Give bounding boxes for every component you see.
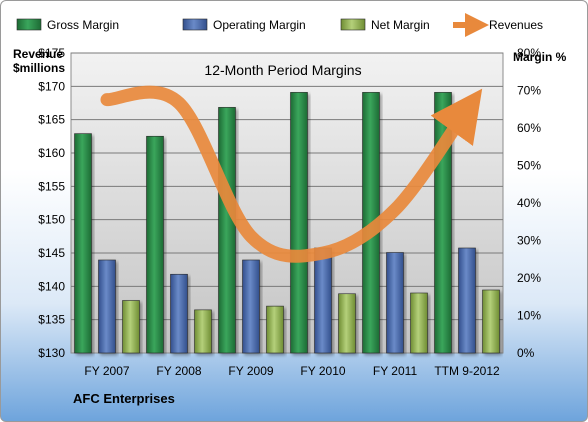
left-tick-label: $170 — [38, 79, 65, 93]
right-tick-label: 60% — [517, 121, 541, 135]
bars — [74, 92, 500, 354]
company-name: AFC Enterprises — [73, 391, 175, 406]
x-tick-label: FY 2007 — [84, 364, 129, 378]
left-tick-label: $130 — [38, 346, 65, 360]
legend-revenues: Revenues — [453, 13, 543, 37]
operating-margin-bar — [98, 259, 116, 354]
x-tick-label: FY 2010 — [300, 364, 345, 378]
net-margin-bar — [122, 300, 140, 354]
left-axis-ticks: $130 $135 $140 $145 $150 $155 $160 $165 $170 $175 — [38, 46, 65, 360]
left-tick-label: $155 — [38, 179, 65, 193]
left-tick-label: $135 — [38, 313, 65, 327]
legend-swatch — [16, 18, 42, 31]
legend-operating-margin: Operating Margin — [182, 18, 306, 32]
x-axis-ticks: FY 2007 FY 2008 FY 2009 FY 2010 FY 2011 TTM 9… — [84, 364, 500, 378]
legend-swatch — [340, 18, 366, 31]
left-tick-label: $175 — [38, 46, 65, 60]
operating-margin-bar — [458, 247, 476, 354]
right-tick-label: 20% — [517, 271, 541, 285]
right-axis-ticks: 0% 10% 20% 30% 40% 50% 60% 70% 80% — [517, 46, 541, 360]
right-tick-label: 80% — [517, 46, 541, 60]
gross-margin-bar — [290, 92, 308, 354]
x-tick-label: FY 2011 — [373, 364, 418, 378]
right-tick-label: 10% — [517, 309, 541, 323]
right-axis-label: Margin % — [513, 50, 567, 64]
operating-margin-bar — [386, 252, 404, 354]
revenue-line — [100, 85, 483, 263]
gross-margin-bar — [74, 133, 92, 354]
legend-label: Gross Margin — [47, 18, 119, 32]
legend-label: Operating Margin — [213, 18, 306, 32]
right-tick-label: 50% — [517, 159, 541, 173]
x-tick-label: FY 2008 — [156, 364, 201, 378]
net-margin-bar — [266, 305, 284, 354]
operating-margin-bar — [314, 247, 332, 354]
gross-margin-bar — [218, 107, 236, 354]
net-margin-bar — [338, 293, 356, 354]
legend-label: Revenues — [489, 18, 543, 32]
x-tick-label: TTM 9-2012 — [434, 364, 500, 378]
net-margin-bar — [194, 309, 212, 354]
right-tick-label: 0% — [517, 346, 535, 360]
chart-title: 12-Month Period Margins — [204, 62, 361, 78]
legend-net-margin: Net Margin — [340, 18, 430, 32]
left-tick-label: $160 — [38, 146, 65, 160]
net-margin-bar — [482, 289, 500, 354]
left-tick-label: $165 — [38, 113, 65, 127]
revenue-curve — [100, 85, 483, 263]
legend-swatch — [182, 18, 208, 31]
x-tick-label: FY 2009 — [228, 364, 273, 378]
left-tick-label: $140 — [38, 279, 65, 293]
left-tick-label: $150 — [38, 213, 65, 227]
legend: Gross Margin Operating Margin Net Margin Re… — [16, 13, 543, 37]
left-axis-label-line1: Revenue — [13, 47, 63, 61]
right-tick-label: 70% — [517, 84, 541, 98]
operating-margin-bar — [170, 273, 188, 354]
left-tick-label: $145 — [38, 246, 65, 260]
legend-label: Net Margin — [371, 18, 430, 32]
operating-margin-bar — [242, 259, 260, 354]
gross-margin-bar — [146, 135, 164, 354]
right-tick-label: 30% — [517, 234, 541, 248]
net-margin-bar — [410, 292, 428, 354]
legend-gross-margin: Gross Margin — [16, 18, 119, 32]
left-axis-label-line2: $millions — [13, 61, 65, 75]
right-tick-label: 40% — [517, 196, 541, 210]
